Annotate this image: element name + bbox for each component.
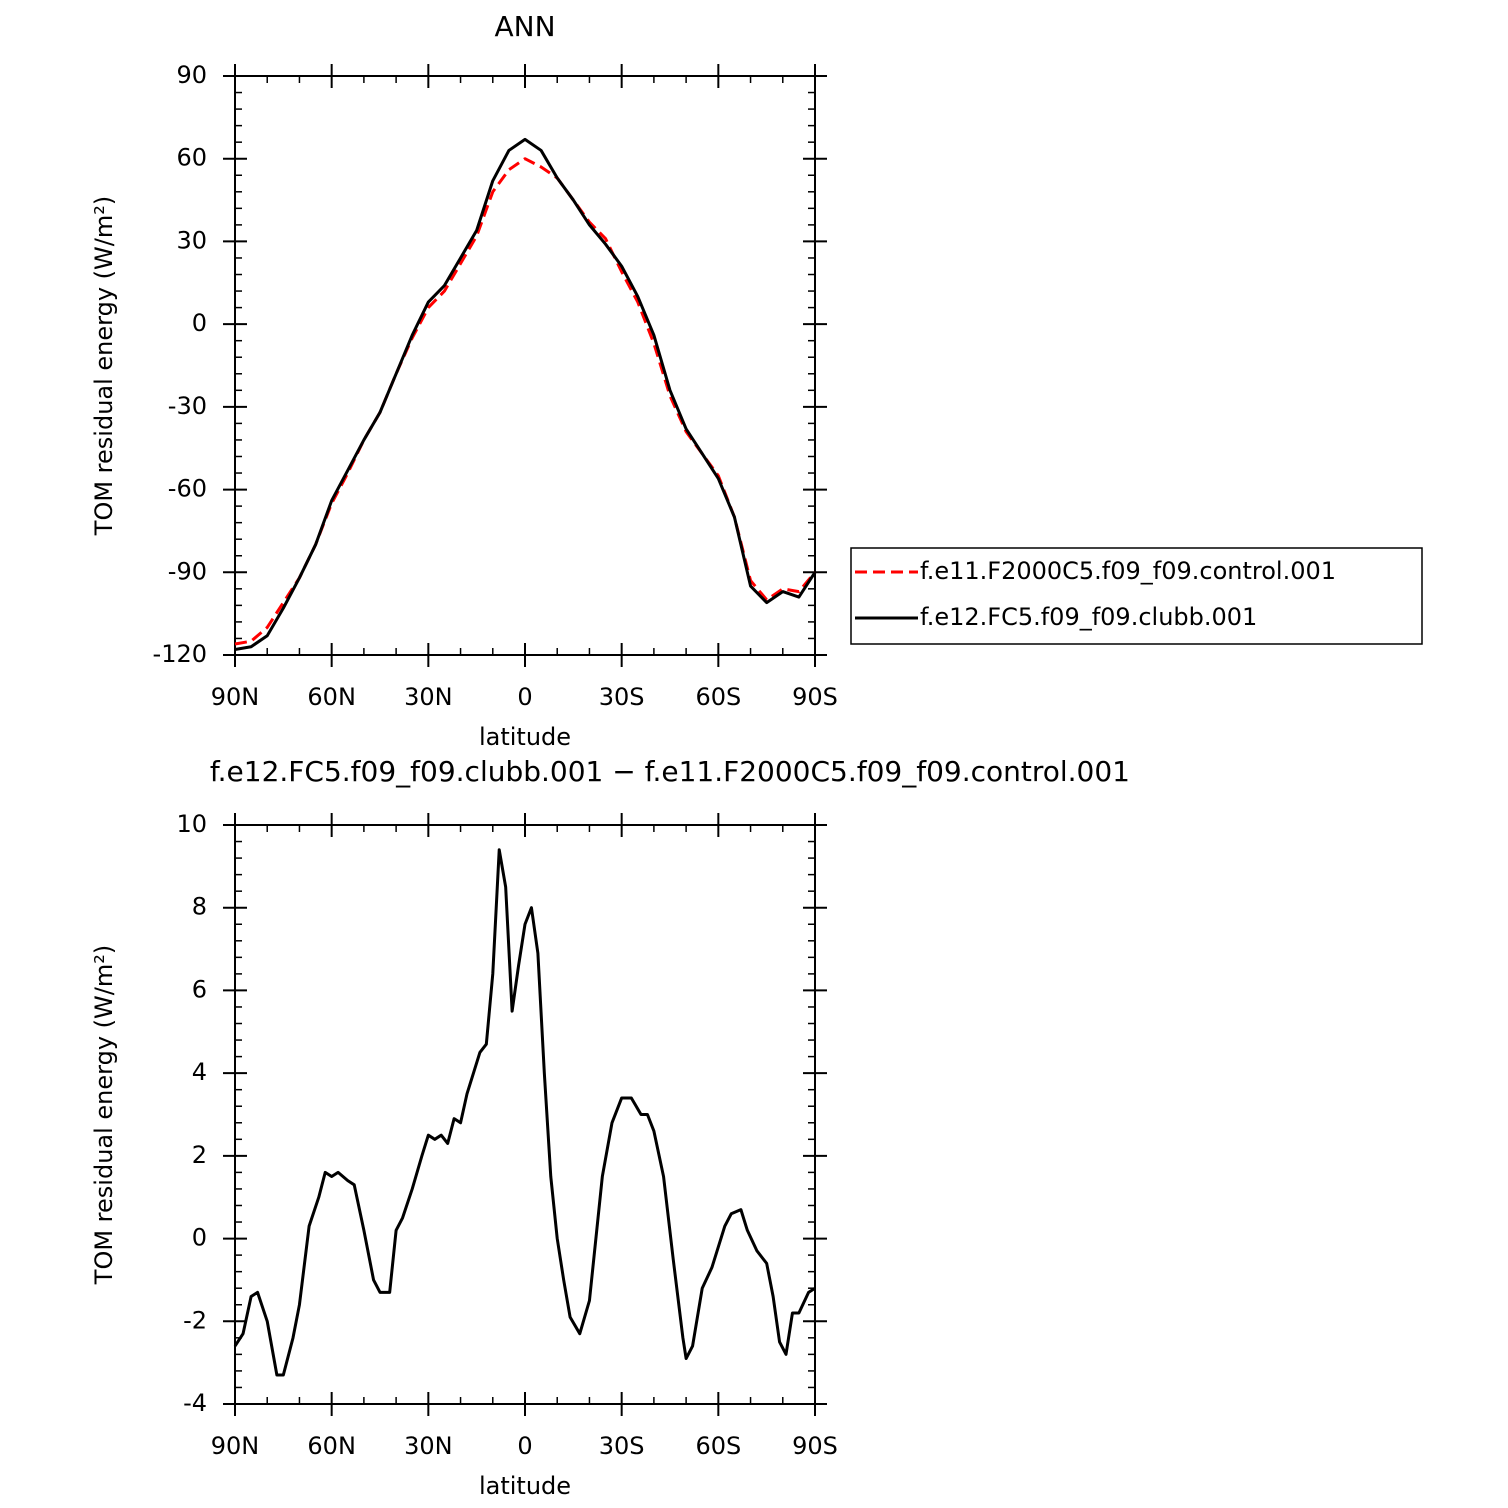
x-tick-label: 90N xyxy=(211,683,260,711)
y-tick-label: 0 xyxy=(192,309,207,337)
y-axis-label: TOM residual energy (W/m²) xyxy=(90,945,118,1285)
legend-label: f.e12.FC5.f09_f09.clubb.001 xyxy=(920,603,1257,631)
x-tick-label: 30S xyxy=(599,1432,645,1460)
x-tick-label: 60N xyxy=(307,683,356,711)
y-tick-label: -90 xyxy=(168,557,207,585)
x-tick-label: 90S xyxy=(792,683,838,711)
x-tick-label: 60S xyxy=(695,1432,741,1460)
y-tick-label: 30 xyxy=(176,226,207,254)
x-axis-label: latitude xyxy=(479,1472,571,1500)
x-tick-label: 0 xyxy=(517,683,532,711)
y-tick-label: -2 xyxy=(183,1306,207,1334)
y-tick-label: 2 xyxy=(192,1141,207,1169)
data-line xyxy=(234,137,817,651)
y-tick-label: 4 xyxy=(192,1058,207,1086)
y-tick-label: 10 xyxy=(176,810,207,838)
x-tick-label: 60S xyxy=(695,683,741,711)
data-line xyxy=(234,157,817,646)
legend-label: f.e11.F2000C5.f09_f09.control.001 xyxy=(920,557,1336,585)
x-tick-label: 60N xyxy=(307,1432,356,1460)
y-axis-label: TOM residual energy (W/m²) xyxy=(90,196,118,536)
x-tick-label: 30S xyxy=(599,683,645,711)
plot-frame xyxy=(234,824,816,1405)
chart-title: ANN xyxy=(494,10,555,43)
x-tick-label: 0 xyxy=(517,1432,532,1460)
y-tick-label: 8 xyxy=(192,893,207,921)
y-tick-label: 6 xyxy=(192,975,207,1003)
x-tick-label: 90N xyxy=(211,1432,260,1460)
legend-box xyxy=(850,547,1423,645)
x-axis-label: latitude xyxy=(479,723,571,751)
data-line xyxy=(233,848,816,1377)
plot-frame xyxy=(234,75,816,656)
y-tick-label: -60 xyxy=(168,475,207,503)
x-tick-label: 30N xyxy=(404,683,453,711)
y-tick-label: 60 xyxy=(176,144,207,172)
y-tick-label: 0 xyxy=(192,1224,207,1252)
chart-title: f.e12.FC5.f09_f09.clubb.001 − f.e11.F200… xyxy=(210,755,1130,788)
x-tick-label: 90S xyxy=(792,1432,838,1460)
y-tick-label: -4 xyxy=(183,1389,207,1417)
y-tick-label: -30 xyxy=(168,392,207,420)
y-tick-label: -120 xyxy=(153,640,207,668)
y-tick-label: 90 xyxy=(176,61,207,89)
x-tick-label: 30N xyxy=(404,1432,453,1460)
